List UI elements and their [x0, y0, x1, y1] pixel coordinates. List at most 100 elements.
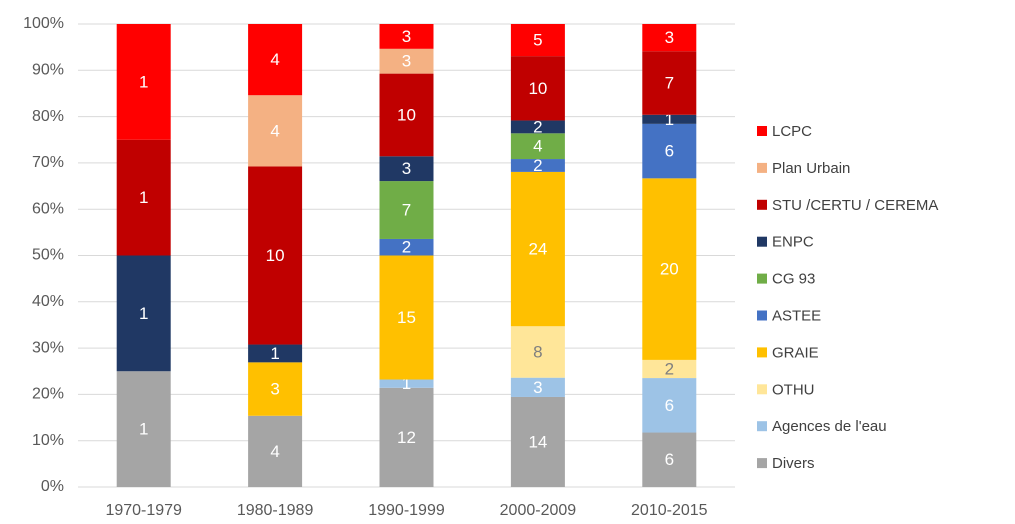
- data-label: 2: [665, 359, 674, 378]
- bar-segment: [379, 73, 434, 157]
- data-label: 10: [397, 105, 416, 124]
- bar-segment: [510, 396, 565, 487]
- bar-segment: [642, 378, 697, 433]
- data-label: 5: [533, 31, 542, 50]
- legend-label: ENPC: [772, 234, 814, 251]
- legend-swatch: [757, 273, 767, 284]
- bar-segment: [510, 377, 565, 397]
- bar-segment: [510, 159, 565, 172]
- data-label: 1: [402, 374, 411, 393]
- data-label: 3: [402, 52, 411, 71]
- data-label: 12: [397, 428, 416, 447]
- data-label: 4: [533, 137, 542, 156]
- data-label: 4: [270, 442, 279, 461]
- data-label: 3: [270, 380, 279, 399]
- legend-label: GRAIE: [772, 344, 819, 361]
- data-label: 6: [665, 142, 674, 161]
- legend-label: ASTEE: [772, 307, 821, 324]
- data-label: 2: [533, 117, 542, 136]
- y-tick-label: 20%: [32, 386, 64, 403]
- data-label: 10: [266, 246, 285, 265]
- bar-segment: [510, 171, 565, 327]
- bar-segment: [379, 379, 434, 388]
- y-tick-label: 100%: [23, 15, 64, 32]
- data-label: 6: [665, 396, 674, 415]
- bar-segment: [248, 415, 303, 487]
- legend-swatch: [757, 347, 767, 358]
- y-tick-label: 60%: [32, 200, 64, 217]
- x-tick-label: 1980-1989: [237, 502, 314, 519]
- bar-segment: [642, 359, 697, 379]
- bar-segment: [642, 51, 697, 115]
- legend-swatch: [757, 126, 767, 136]
- legend-swatch: [757, 236, 767, 247]
- bar-segment: [248, 344, 303, 363]
- bar-segment: [248, 95, 303, 167]
- x-tick-label: 2000-2009: [500, 502, 577, 519]
- data-label: 7: [402, 201, 411, 220]
- bar-segment: [116, 139, 171, 256]
- data-label: 8: [533, 342, 542, 361]
- x-tick-label: 1990-1999: [368, 502, 445, 519]
- data-label: 14: [528, 432, 547, 451]
- bar-segment: [248, 166, 303, 345]
- y-tick-label: 90%: [32, 62, 64, 79]
- bar-segment: [510, 326, 565, 378]
- bar-segment: [379, 255, 434, 380]
- legend-swatch: [757, 310, 767, 321]
- y-tick-label: 80%: [32, 108, 64, 125]
- bar-segment: [642, 114, 697, 124]
- bar-segment: [510, 133, 565, 160]
- data-label: 3: [665, 28, 674, 47]
- legend-label: LCPC: [772, 123, 812, 140]
- y-tick-label: 10%: [32, 432, 64, 449]
- x-tick-label: 1970-1979: [105, 502, 182, 519]
- data-label: 1: [139, 188, 148, 207]
- bar-segment: [642, 24, 697, 52]
- bar-segment: [379, 181, 434, 239]
- legend-swatch: [757, 199, 767, 210]
- legend-label: Divers: [772, 455, 815, 472]
- bar-segment: [379, 24, 434, 49]
- data-label: 4: [270, 121, 279, 140]
- bar-segment: [379, 387, 434, 487]
- y-tick-label: 70%: [32, 154, 64, 171]
- data-label: 1: [139, 304, 148, 323]
- data-label: 6: [665, 450, 674, 469]
- legend: Divers Agences de l'eau OTHU GRAIE ASTEE CG 9…: [757, 123, 938, 472]
- legend-label: Agences de l'eau: [772, 418, 887, 435]
- legend-swatch: [757, 384, 767, 395]
- x-tick-label: 2010-2015: [631, 502, 708, 519]
- data-label: 24: [528, 240, 547, 259]
- bar-segment: [248, 24, 303, 96]
- bar-segment: [510, 120, 565, 134]
- bar-segment: [116, 255, 171, 372]
- legend-label: CG 93: [772, 271, 815, 288]
- y-tick-label: 30%: [32, 339, 64, 356]
- y-tick-label: 0%: [41, 478, 64, 495]
- bar-segment: [379, 48, 434, 74]
- legend-swatch: [757, 458, 767, 469]
- data-label: 2: [533, 156, 542, 175]
- data-label: 15: [397, 308, 416, 327]
- data-label: 1: [270, 344, 279, 363]
- bar-segment: [642, 432, 697, 487]
- bar-segment: [642, 178, 697, 360]
- y-tick-label: 40%: [32, 293, 64, 310]
- bar-segment: [379, 156, 434, 182]
- data-label: 7: [665, 73, 674, 92]
- bar-segment: [248, 362, 303, 416]
- data-label: 3: [402, 27, 411, 46]
- legend-swatch: [757, 162, 767, 173]
- bar-segment: [116, 24, 171, 140]
- data-label: 1: [665, 110, 674, 129]
- data-label: 10: [528, 79, 547, 98]
- bar-segment: [510, 24, 565, 57]
- data-label: 1: [139, 72, 148, 91]
- data-label: 1: [139, 420, 148, 439]
- bar-segment: [642, 123, 697, 179]
- data-label: 3: [402, 159, 411, 178]
- legend-label: OTHU: [772, 381, 815, 398]
- bar-segment: [116, 371, 171, 487]
